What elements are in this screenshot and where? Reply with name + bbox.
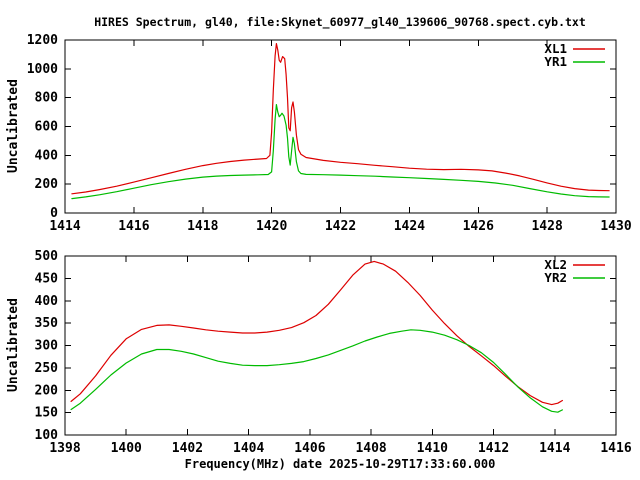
x-tick-label: 1426 <box>463 219 494 234</box>
x-tick-label: 1418 <box>187 219 218 234</box>
y-tick-label: 300 <box>35 339 59 354</box>
x-tick-label: 1404 <box>233 441 264 456</box>
x-tick-label: 1422 <box>325 219 356 234</box>
curve-YR1 <box>71 103 610 200</box>
top-plot-y-axis-label: Uncalibrated <box>6 79 21 173</box>
x-tick-label: 1414 <box>539 441 570 456</box>
y-tick-label: 250 <box>35 361 59 376</box>
x-tick-label: 1406 <box>294 441 325 456</box>
curve-XL1 <box>71 42 610 195</box>
x-tick-label: 1420 <box>256 219 287 234</box>
y-ticks: 100 150 200 250 300 350 400 450 500 <box>35 249 616 443</box>
y-tick-label: 150 <box>35 406 59 421</box>
y-tick-label: 600 <box>35 120 59 135</box>
x-tick-label: 1410 <box>417 441 448 456</box>
x-tick-label: 1416 <box>118 219 149 234</box>
plot-panel-2: 1398 1400 1402 1404 1406 1408 1410 1412 1414 1416… <box>35 249 632 456</box>
y-tick-label: 400 <box>35 148 59 163</box>
x-ticks: 1414 1416 1418 1420 1422 1424 1426 1428 1430 <box>49 40 632 234</box>
y-tick-label: 0 <box>50 206 58 221</box>
legend-label-XL2: XL2 <box>544 257 567 272</box>
x-tick-label: 1402 <box>172 441 203 456</box>
y-tick-label: 500 <box>35 249 59 264</box>
x-tick-label: 1408 <box>355 441 386 456</box>
x-tick-label: 1400 <box>111 441 142 456</box>
x-tick-label: 1428 <box>531 219 562 234</box>
plot-border <box>64 255 617 436</box>
legend-label-XL1: XL1 <box>544 41 567 56</box>
curve-YR2 <box>70 329 564 413</box>
y-tick-label: 400 <box>35 294 59 309</box>
y-tick-label: 350 <box>35 316 59 331</box>
y-tick-label: 450 <box>35 271 59 286</box>
chart-title: HIRES Spectrum, gl40, file:Skynet_60977_… <box>94 15 586 29</box>
x-tick-label: 1424 <box>394 219 425 234</box>
x-ticks: 1398 1400 1402 1404 1406 1408 1410 1412 1414 1416 <box>49 256 632 456</box>
x-tick-label: 1414 <box>49 219 80 234</box>
y-tick-label: 200 <box>35 177 59 192</box>
plot-panel-1: 1414 1416 1418 1420 1422 1424 1426 1428 1430 0 200… <box>27 33 632 234</box>
x-tick-label: 1430 <box>600 219 631 234</box>
y-tick-label: 1000 <box>27 62 58 77</box>
y-ticks: 0 200 400 600 800 1000 1200 <box>27 33 616 221</box>
x-tick-label: 1412 <box>478 441 509 456</box>
legend-label-YR1: YR1 <box>544 54 567 69</box>
y-tick-label: 800 <box>35 91 59 106</box>
bottom-plot-y-axis-label: Uncalibrated <box>6 298 21 392</box>
plot-border <box>64 39 617 214</box>
x-tick-label: 1398 <box>49 441 80 456</box>
legend-label-YR2: YR2 <box>544 270 567 285</box>
y-tick-label: 200 <box>35 383 59 398</box>
curve-XL2 <box>70 260 564 406</box>
y-tick-label: 100 <box>35 428 59 443</box>
x-tick-label: 1416 <box>600 441 631 456</box>
x-axis-label: Frequency(MHz) date 2025-10-29T17:33:60.… <box>184 457 496 471</box>
y-tick-label: 1200 <box>27 33 58 48</box>
